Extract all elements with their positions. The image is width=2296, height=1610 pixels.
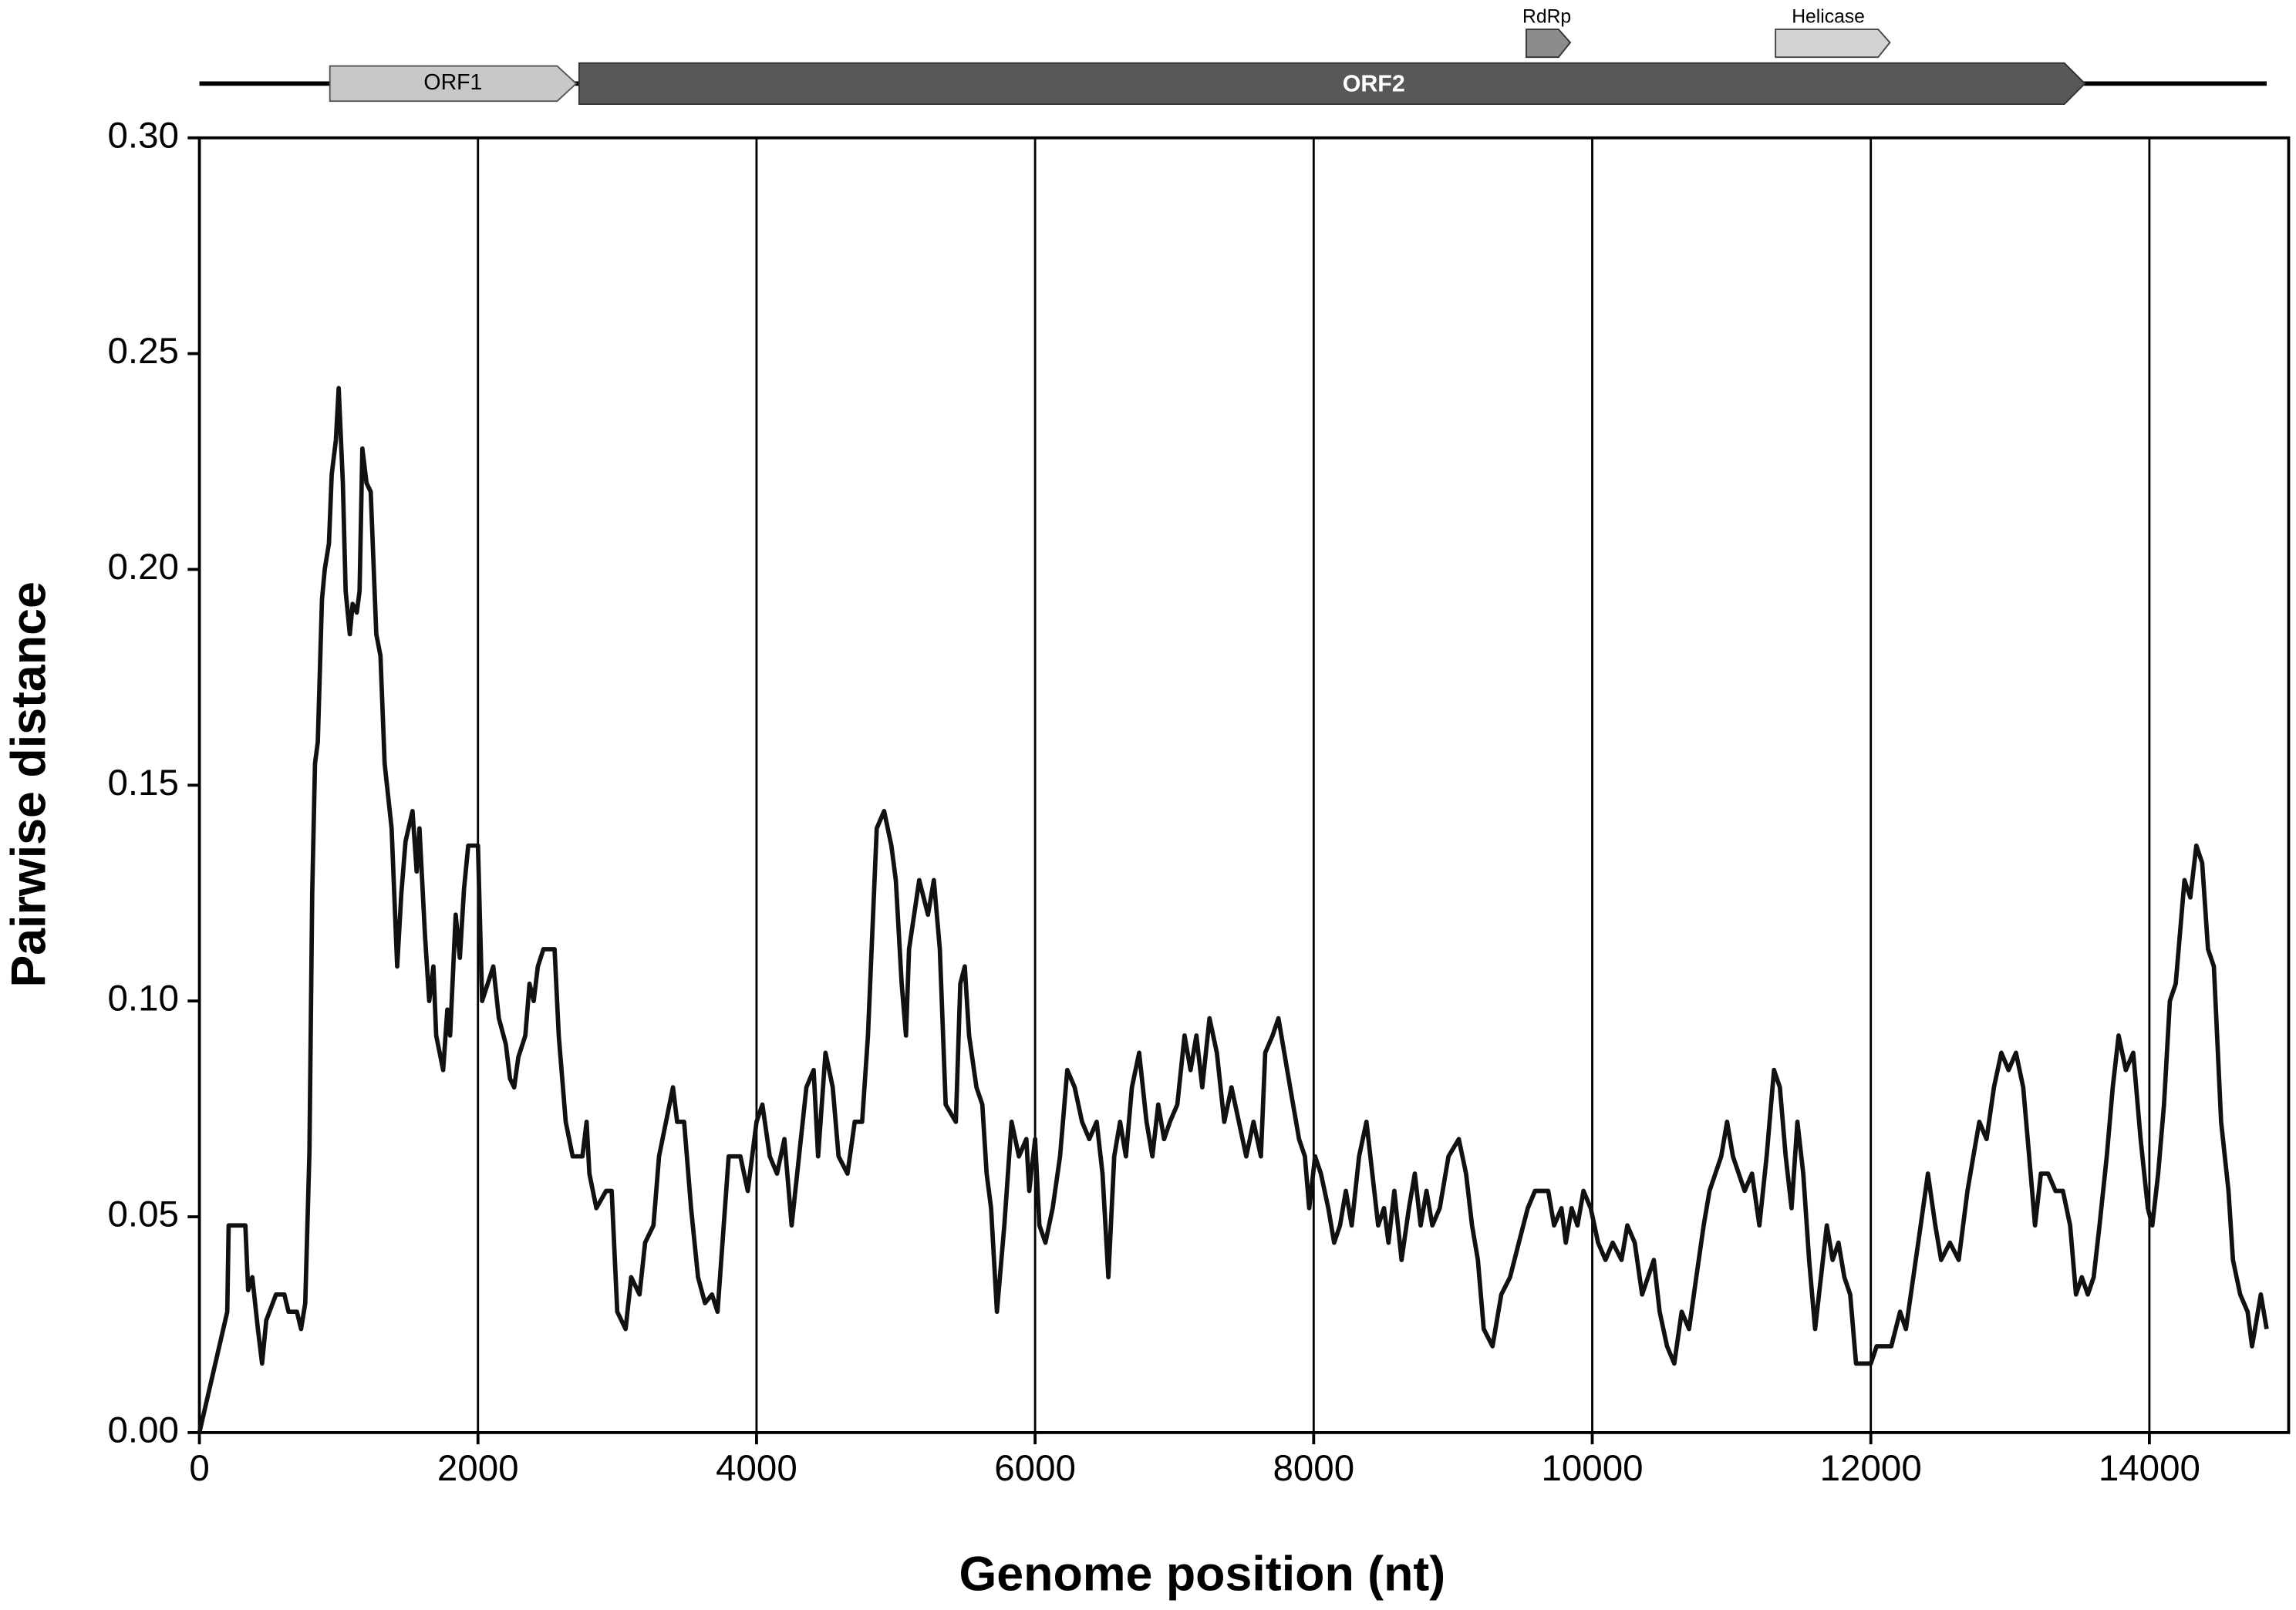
y-tick-label: 0.20 <box>107 547 178 588</box>
orf2-arrow <box>578 62 2086 105</box>
x-tick-label: 8000 <box>1273 1448 1354 1489</box>
data-line <box>197 386 2269 1433</box>
y-tick-label: 0.25 <box>107 331 178 372</box>
helicase-arrow <box>1775 29 1891 59</box>
x-tick-label: 10000 <box>1541 1448 1643 1489</box>
orf1-arrow <box>329 65 578 103</box>
x-tick-label: 12000 <box>1820 1448 1922 1489</box>
gene-label: ORF2 <box>1343 70 1405 96</box>
rdrp-arrow <box>1526 29 1572 59</box>
plot-frame <box>197 136 2291 1434</box>
gene-label: ORF1 <box>423 70 482 95</box>
y-tick-label: 0.05 <box>107 1194 178 1235</box>
y-axis-title: Pairwise distance <box>2 581 56 988</box>
gene-label: Helicase <box>1792 6 1865 27</box>
x-tick-label: 6000 <box>994 1448 1076 1489</box>
x-tick-label: 4000 <box>716 1448 797 1489</box>
x-axis-title: Genome position (nt) <box>959 1548 1445 1602</box>
y-tick-label: 0.15 <box>107 763 178 803</box>
y-tick-label: 0.00 <box>107 1410 178 1450</box>
x-tick-label: 0 <box>189 1448 209 1489</box>
y-tick-label: 0.10 <box>107 978 178 1019</box>
x-tick-label: 14000 <box>2099 1448 2200 1489</box>
gene-map: ORF1 ORF2 RdRp Helicase <box>199 6 2267 105</box>
gene-label: RdRp <box>1522 6 1571 27</box>
y-tick-label: 0.30 <box>107 115 178 156</box>
x-tick-label: 2000 <box>437 1448 519 1489</box>
